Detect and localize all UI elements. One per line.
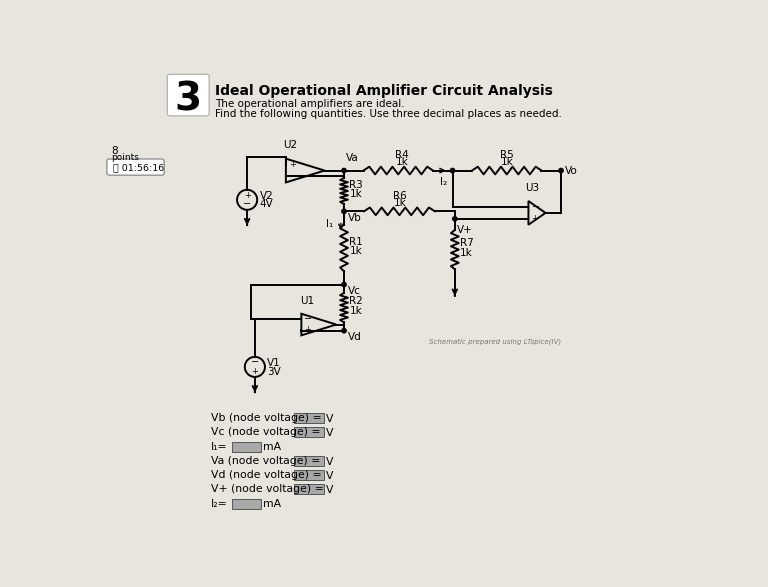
Text: Vc (node voltage) =: Vc (node voltage) = (210, 427, 320, 437)
Text: 1k: 1k (349, 246, 362, 256)
Text: Vb: Vb (348, 213, 362, 223)
Text: Schematic prepared using LTspice(IV): Schematic prepared using LTspice(IV) (429, 339, 561, 345)
Text: 1k: 1k (460, 248, 473, 258)
Circle shape (452, 217, 457, 221)
Text: Va: Va (346, 153, 359, 163)
FancyBboxPatch shape (294, 470, 324, 480)
FancyBboxPatch shape (167, 75, 209, 116)
Text: V: V (326, 471, 333, 481)
FancyBboxPatch shape (294, 484, 324, 494)
Text: 1k: 1k (349, 189, 362, 199)
Text: R2: R2 (349, 296, 363, 306)
FancyBboxPatch shape (294, 413, 324, 423)
Text: +: + (531, 214, 538, 223)
Text: points: points (111, 153, 139, 162)
Text: 1k: 1k (349, 306, 362, 316)
Text: Vo: Vo (565, 166, 578, 176)
Text: R6: R6 (393, 191, 407, 201)
Text: V: V (326, 485, 333, 495)
Text: V: V (326, 414, 333, 424)
Text: I₂=: I₂= (210, 498, 227, 508)
Text: I₁=: I₁= (210, 441, 227, 451)
Circle shape (450, 168, 455, 173)
Text: 8: 8 (111, 146, 118, 156)
Text: mA: mA (263, 443, 282, 453)
Text: 1k: 1k (396, 157, 409, 167)
Text: V: V (326, 428, 333, 438)
Text: 1k: 1k (501, 157, 513, 167)
Text: The operational amplifiers are ideal.: The operational amplifiers are ideal. (214, 99, 404, 109)
Text: −: − (251, 357, 259, 367)
Text: R7: R7 (460, 238, 474, 248)
Text: Vc: Vc (348, 286, 361, 296)
Text: −: − (243, 200, 251, 210)
Text: Va (node voltage) =: Va (node voltage) = (210, 456, 320, 466)
Text: Vd: Vd (348, 332, 362, 342)
Text: R5: R5 (500, 150, 514, 160)
Text: U3: U3 (525, 183, 539, 193)
Text: +: + (304, 325, 311, 335)
Text: V2: V2 (260, 191, 273, 201)
Text: U2: U2 (283, 140, 296, 150)
Text: R1: R1 (349, 237, 363, 247)
Text: R4: R4 (396, 150, 409, 160)
Text: Find the following quantities. Use three decimal places as needed.: Find the following quantities. Use three… (214, 109, 561, 119)
Text: U1: U1 (300, 296, 314, 306)
Text: 4V: 4V (260, 200, 273, 210)
FancyBboxPatch shape (107, 159, 164, 175)
Text: Vd (node voltage) =: Vd (node voltage) = (210, 470, 321, 480)
FancyBboxPatch shape (294, 427, 324, 437)
Text: −: − (289, 171, 297, 181)
Text: ⏱ 01:56:16: ⏱ 01:56:16 (113, 163, 164, 172)
Text: +: + (289, 160, 296, 169)
Circle shape (342, 168, 346, 173)
FancyBboxPatch shape (232, 441, 261, 451)
Text: 3V: 3V (267, 366, 281, 376)
Text: +: + (251, 367, 258, 376)
Circle shape (559, 168, 563, 173)
Text: +: + (243, 191, 250, 200)
Circle shape (342, 329, 346, 333)
Text: I₂: I₂ (439, 177, 447, 187)
Text: −: − (304, 314, 313, 324)
Text: 1k: 1k (393, 197, 406, 207)
Circle shape (342, 282, 346, 286)
Text: R3: R3 (349, 180, 363, 190)
Text: V1: V1 (267, 358, 281, 368)
Text: mA: mA (263, 500, 282, 510)
Text: 3: 3 (174, 80, 202, 119)
Text: Vb (node voltage) =: Vb (node voltage) = (210, 413, 321, 423)
FancyBboxPatch shape (294, 456, 324, 466)
Circle shape (342, 209, 346, 214)
Text: V+: V+ (457, 225, 473, 235)
Text: V+ (node voltage) =: V+ (node voltage) = (210, 484, 323, 494)
Text: V: V (326, 457, 333, 467)
Text: I₁: I₁ (326, 219, 333, 229)
FancyBboxPatch shape (232, 498, 261, 508)
Text: Ideal Operational Amplifier Circuit Analysis: Ideal Operational Amplifier Circuit Anal… (214, 85, 552, 98)
Text: −: − (531, 202, 540, 212)
